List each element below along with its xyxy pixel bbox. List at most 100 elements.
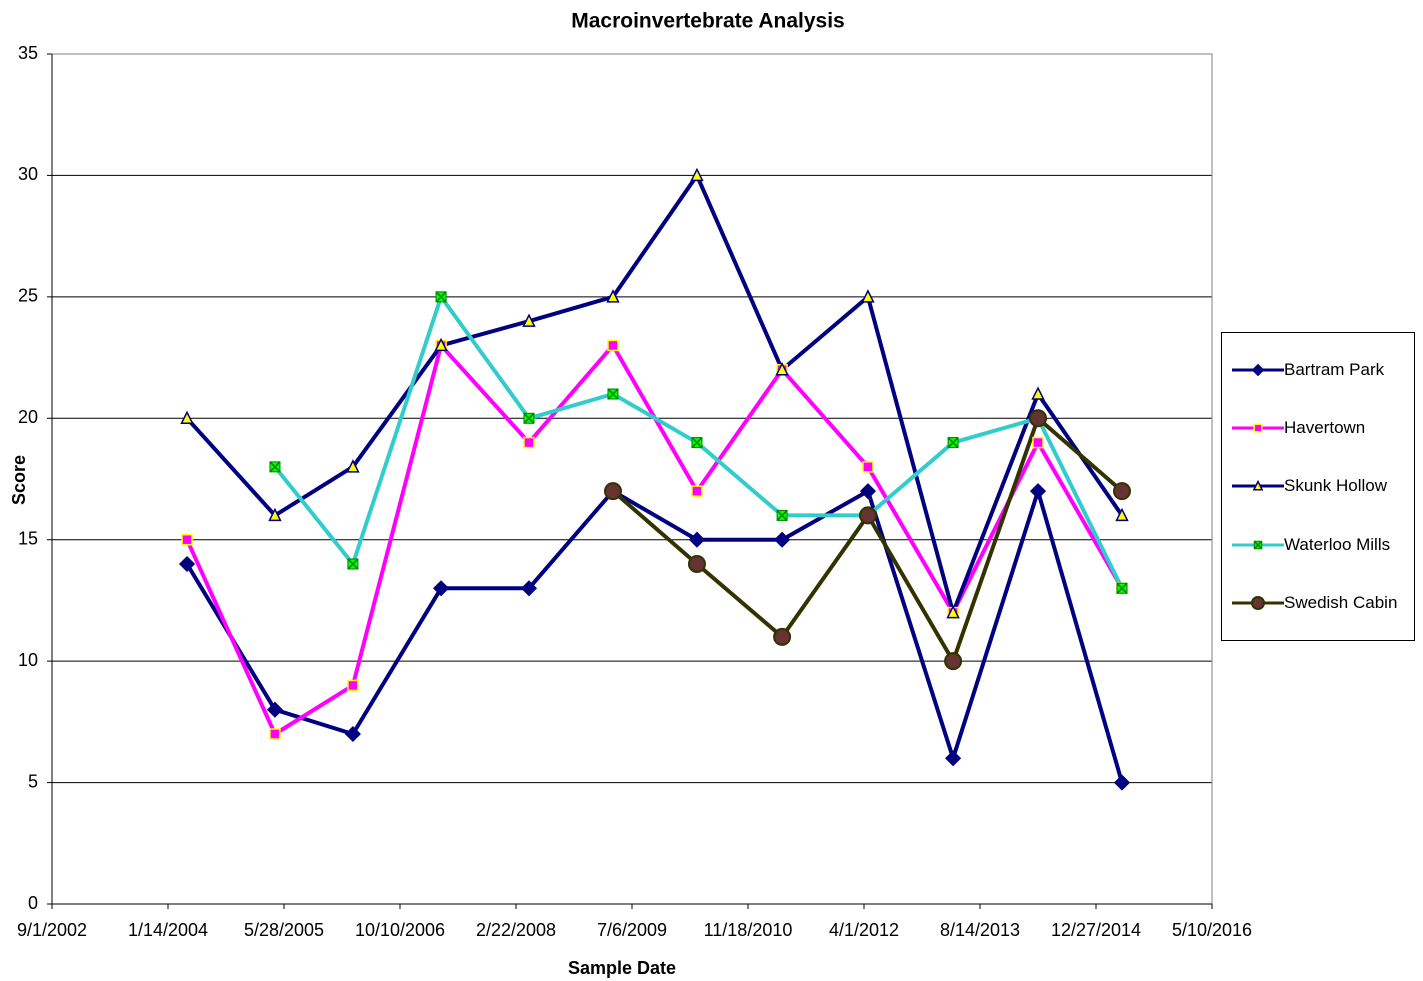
marker-cross xyxy=(269,461,281,473)
legend-item: Skunk Hollow xyxy=(1228,475,1408,497)
marker xyxy=(1251,363,1265,377)
marker xyxy=(523,436,535,449)
marker xyxy=(691,485,703,497)
marker xyxy=(1029,409,1047,428)
series-line xyxy=(185,173,1124,615)
marker xyxy=(266,701,284,718)
marker xyxy=(523,412,535,424)
marker xyxy=(606,289,620,303)
marker xyxy=(946,604,960,619)
marker xyxy=(776,509,788,521)
y-tick-label: 30 xyxy=(18,164,38,184)
x-tick-label: 1/14/2004 xyxy=(128,920,208,940)
x-tick-label: 9/1/2002 xyxy=(17,920,87,940)
y-tick-label: 10 xyxy=(18,650,38,670)
marker xyxy=(269,461,281,473)
x-tick-label: 4/1/2012 xyxy=(829,920,899,940)
marker xyxy=(178,555,196,573)
marker xyxy=(180,410,194,425)
y-tick-label: 15 xyxy=(18,528,38,548)
y-tick-label: 5 xyxy=(28,771,38,791)
y-tick-label: 35 xyxy=(18,43,38,63)
marker xyxy=(1032,436,1044,449)
marker xyxy=(522,313,536,327)
legend-swatch xyxy=(1232,480,1284,491)
x-tick-label: 7/6/2009 xyxy=(597,920,667,940)
marker xyxy=(944,652,963,671)
x-tick-label: 10/10/2006 xyxy=(355,920,445,940)
marker xyxy=(268,507,282,522)
marker xyxy=(1253,423,1263,433)
marker xyxy=(181,533,193,546)
marker xyxy=(1252,480,1264,491)
marker xyxy=(603,482,622,501)
marker xyxy=(347,679,359,692)
marker xyxy=(435,291,447,303)
marker xyxy=(1031,386,1045,400)
marker xyxy=(775,362,789,376)
legend-label: Waterloo Mills xyxy=(1284,534,1391,554)
x-tick-label: 2/22/2008 xyxy=(476,920,556,940)
legend-item: Swedish Cabin xyxy=(1228,592,1408,614)
marker-cross xyxy=(435,291,447,303)
legend-item: Bartram Park xyxy=(1228,359,1408,381)
x-tick-label: 11/18/2010 xyxy=(704,920,793,940)
marker xyxy=(691,437,703,449)
marker-cross xyxy=(1253,540,1263,549)
marker xyxy=(1115,507,1129,522)
x-axis-label: Sample Date xyxy=(568,958,676,978)
marker xyxy=(858,506,877,525)
series-line xyxy=(185,489,1124,784)
legend-label: Bartram Park xyxy=(1284,360,1385,380)
marker xyxy=(945,750,962,767)
marker xyxy=(1253,540,1263,549)
legend-label: Havertown xyxy=(1284,418,1366,438)
legend-swatch xyxy=(1232,363,1284,377)
marker xyxy=(433,580,450,597)
marker-cross xyxy=(691,437,703,449)
chart-title: Macroinvertebrate Analysis xyxy=(571,10,845,33)
marker xyxy=(1251,595,1265,610)
marker xyxy=(1116,582,1128,594)
marker xyxy=(607,339,619,352)
marker-cross xyxy=(947,437,959,449)
marker xyxy=(947,437,959,449)
marker xyxy=(520,580,538,597)
x-tick-label: 5/28/2005 xyxy=(244,920,324,940)
marker xyxy=(773,627,792,646)
y-tick-label: 20 xyxy=(18,407,38,427)
marker xyxy=(862,461,874,473)
y-tick-label: 25 xyxy=(18,286,38,306)
x-tick-label: 5/10/2016 xyxy=(1172,920,1252,940)
marker xyxy=(607,388,619,400)
marker xyxy=(434,337,448,352)
marker xyxy=(1112,482,1131,501)
marker-cross xyxy=(776,509,788,521)
x-tick-label: 12/27/2014 xyxy=(1051,920,1141,940)
marker-cross xyxy=(347,558,359,570)
legend-swatch xyxy=(1232,595,1284,610)
marker xyxy=(774,531,791,548)
marker xyxy=(861,289,875,303)
legend-label: Skunk Hollow xyxy=(1284,476,1387,496)
legend-swatch xyxy=(1232,423,1284,433)
marker xyxy=(688,531,706,548)
y-tick-label: 0 xyxy=(28,893,38,913)
marker xyxy=(859,483,877,500)
plot-frame xyxy=(51,53,1213,905)
legend-item: Havertown xyxy=(1228,417,1408,439)
marker xyxy=(1029,483,1047,500)
marker xyxy=(344,725,361,743)
marker xyxy=(687,555,706,573)
marker xyxy=(346,459,360,473)
legend-label: Swedish Cabin xyxy=(1284,592,1398,612)
legend-item: Waterloo Mills xyxy=(1228,534,1408,556)
legend: Bartram Park Havertown Skunk Hollow Waterlo… xyxy=(1221,332,1415,641)
marker-cross xyxy=(523,412,535,424)
legend-swatch xyxy=(1232,540,1284,549)
marker xyxy=(269,728,281,740)
marker-cross xyxy=(607,388,619,400)
y-axis-label: Score xyxy=(9,455,29,505)
